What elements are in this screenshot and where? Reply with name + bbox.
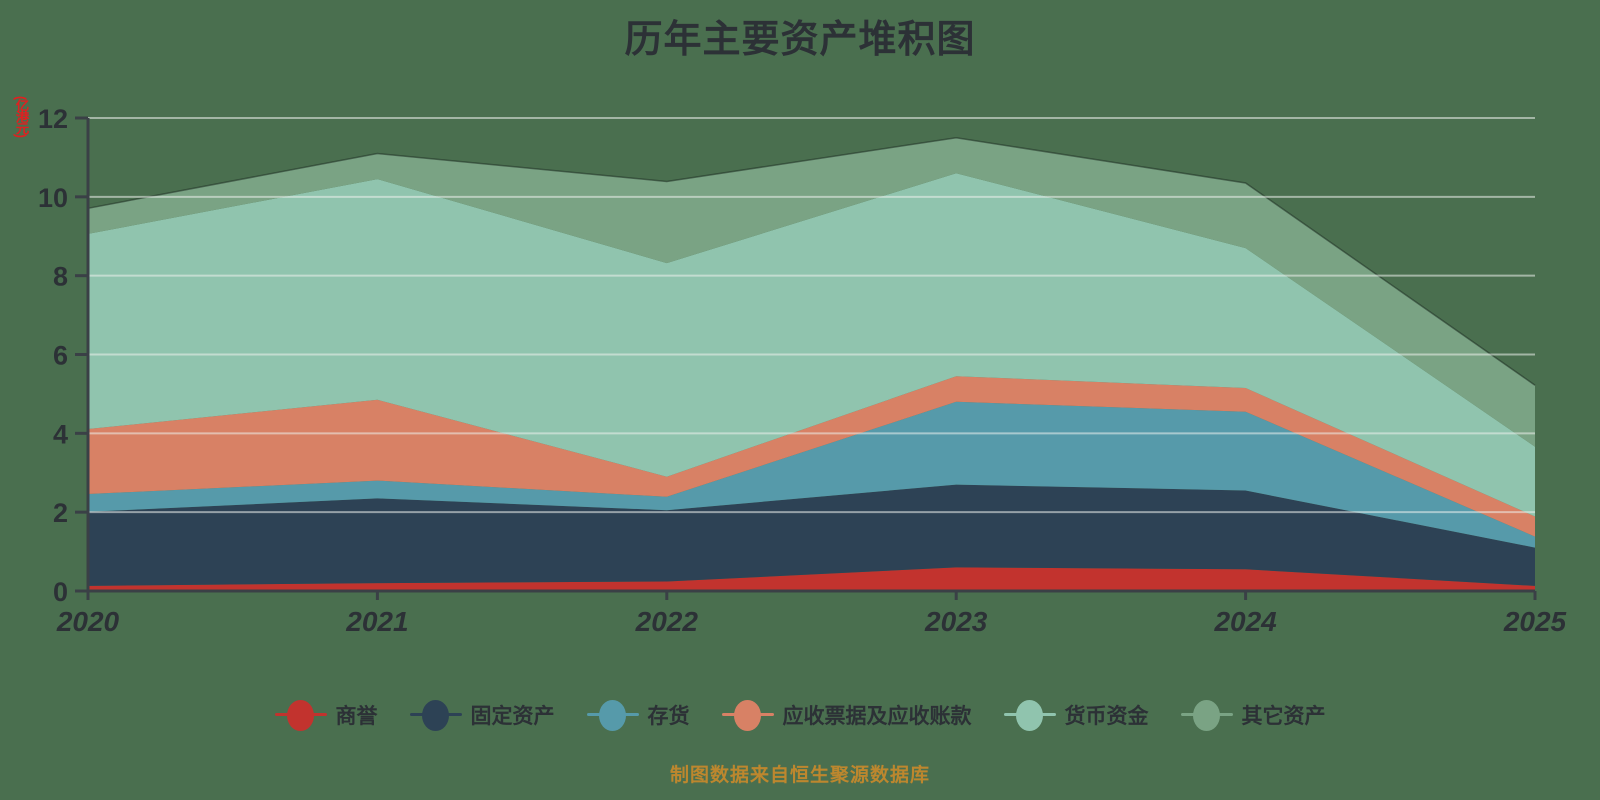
- legend-marker-cash: [1003, 698, 1056, 732]
- area-inventory[interactable]: [88, 401, 1535, 548]
- x-tick-label: 2023: [924, 606, 988, 637]
- x-tick-label: 2022: [635, 606, 699, 637]
- y-tick-label: 12: [38, 104, 68, 134]
- y-axis-unit-label: (亿港元): [13, 96, 29, 137]
- area-fixed-assets[interactable]: [88, 484, 1535, 586]
- legend-marker-other-assets: [1180, 698, 1233, 732]
- legend-marker-inventory: [586, 698, 639, 732]
- x-tick-label: 2025: [1503, 606, 1567, 637]
- legend-item-label: 其它资产: [1241, 705, 1326, 728]
- legend-marker-receivables: [721, 698, 774, 732]
- legend-item-label: 存货: [647, 705, 690, 728]
- area-goodwill[interactable]: [88, 567, 1535, 591]
- legend-marker-fixed-assets: [409, 698, 462, 732]
- legend-item-receivables[interactable]: 应收票据及应收账款: [721, 698, 972, 732]
- legend-item-other-assets[interactable]: 其它资产: [1180, 698, 1326, 732]
- x-tick-label: 2024: [1213, 606, 1277, 637]
- legend-item-label: 应收票据及应收账款: [782, 705, 972, 728]
- legend: 商誉 固定资产 存货 应收票据及应收账款 货币资金 其它资产: [0, 698, 1600, 732]
- y-tick-label: 0: [53, 577, 68, 607]
- area-receivables[interactable]: [88, 376, 1535, 537]
- legend-item-goodwill[interactable]: 商誉: [274, 698, 378, 732]
- legend-marker-goodwill: [274, 698, 327, 732]
- area-cash[interactable]: [88, 173, 1535, 517]
- chart-title: 历年主要资产堆积图: [624, 19, 976, 61]
- stacked-area-chart[interactable]: 0 2 4 6 8 10 12 2020 2021 2022 2023 2024 2025: [0, 75, 1600, 645]
- legend-item-label: 固定资产: [470, 705, 555, 728]
- x-tick-label: 2020: [56, 606, 120, 637]
- legend-item-label: 商誉: [335, 705, 378, 728]
- legend-item-inventory[interactable]: 存货: [586, 698, 690, 732]
- source-note: 制图数据来自恒生聚源数据库: [669, 765, 930, 786]
- y-tick-label: 2: [53, 498, 68, 528]
- y-tick-label: 10: [38, 183, 68, 213]
- stack-top-edge: [87, 136, 1536, 386]
- legend-item-fixed-assets[interactable]: 固定资产: [409, 698, 555, 732]
- y-tick-label: 4: [53, 419, 68, 449]
- x-tick-label: 2021: [345, 606, 408, 637]
- y-tick-label: 6: [53, 341, 68, 371]
- legend-item-label: 货币资金: [1064, 705, 1149, 728]
- area-other-assets[interactable]: [88, 137, 1535, 447]
- y-tick-label: 8: [53, 262, 68, 292]
- legend-item-cash[interactable]: 货币资金: [1003, 698, 1149, 732]
